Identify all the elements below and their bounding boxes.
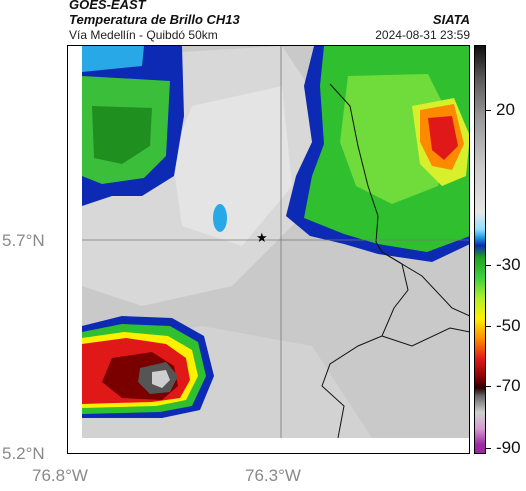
satellite-title: GOES-EAST bbox=[69, 0, 146, 12]
cloud-field bbox=[82, 46, 470, 438]
lon-tick-76-3: 76.3°W bbox=[245, 466, 301, 485]
lon-tick-76-8: 76.8°W bbox=[32, 466, 88, 485]
colorbar-label-neg70: -70 bbox=[496, 376, 521, 395]
satellite-map[interactable]: ★ bbox=[82, 46, 470, 438]
lat-tick-5-7: 5.7°N bbox=[2, 231, 45, 250]
colorbar-tick bbox=[486, 326, 491, 327]
colorbar-label-20: 20 bbox=[496, 100, 515, 119]
route-subtitle: Vía Medellín - Quibdó 50km bbox=[69, 28, 218, 42]
colorbar-label-neg50: -50 bbox=[496, 316, 521, 335]
colorbar-tick bbox=[486, 448, 491, 449]
lat-tick-5-2: 5.2°N bbox=[2, 444, 45, 463]
colorbar-label-neg30: -30 bbox=[496, 255, 521, 274]
timestamp-label: 2024-08-31 23:59 bbox=[375, 28, 470, 42]
location-marker[interactable]: ★ bbox=[256, 230, 268, 245]
colorbar-tick bbox=[486, 386, 491, 387]
colorbar-label-neg90: -90 bbox=[496, 438, 521, 457]
agency-label: SIATA bbox=[432, 12, 470, 27]
temperature-colorbar bbox=[474, 45, 486, 454]
colorbar-tick bbox=[486, 265, 491, 266]
colorbar-tick bbox=[486, 110, 491, 111]
product-title: Temperatura de Brillo CH13 bbox=[69, 12, 240, 27]
